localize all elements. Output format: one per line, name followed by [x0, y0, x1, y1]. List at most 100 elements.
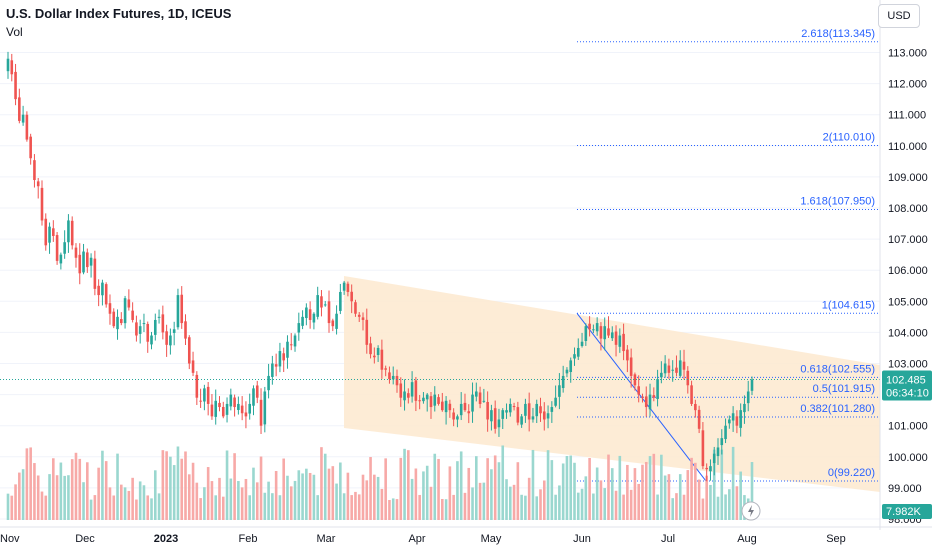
- volume-bar: [357, 494, 361, 520]
- volume-bar: [135, 499, 138, 520]
- volume-bar: [456, 461, 459, 520]
- volume-bar: [694, 462, 697, 520]
- volume-bar: [191, 462, 195, 520]
- candle-body: [656, 379, 659, 400]
- candle-body: [97, 285, 100, 296]
- volume-bar: [346, 472, 350, 520]
- volume-bar: [497, 462, 501, 520]
- candle-body: [131, 310, 134, 320]
- candle-body: [475, 391, 478, 397]
- volume-bar: [67, 475, 70, 520]
- volume-bar: [531, 449, 535, 520]
- price-axis[interactable]: 113.000 112.000 111.000 110.000 109.000 108.0…: [879, 0, 928, 530]
- candle-body: [274, 364, 278, 367]
- y-tick-label: 106.000: [888, 265, 928, 277]
- candle-body: [78, 254, 82, 274]
- candle-body: [633, 374, 637, 386]
- volume-bar: [184, 451, 187, 520]
- volume-bar: [690, 457, 693, 520]
- candle-body: [524, 403, 527, 416]
- last-price-value: 102.485: [886, 375, 926, 387]
- x-tick-label: Jun: [573, 533, 591, 545]
- volume-bar: [433, 453, 437, 520]
- candle-body: [36, 181, 40, 187]
- volume-bar: [395, 499, 399, 520]
- volume-bar: [104, 461, 108, 520]
- volume-bar: [648, 456, 652, 520]
- candle-body: [395, 375, 399, 386]
- candle-body: [399, 383, 403, 398]
- candle-body: [599, 326, 603, 339]
- candle-body: [354, 302, 357, 314]
- volume-bar: [569, 455, 573, 520]
- candle-body: [18, 97, 21, 121]
- candle-body: [663, 363, 667, 374]
- candle-body: [501, 410, 505, 419]
- volume-bar: [414, 468, 418, 520]
- volume-bar: [444, 499, 448, 520]
- candle-body: [441, 401, 444, 411]
- candle-body: [206, 386, 210, 404]
- volume-bar: [233, 453, 236, 520]
- candle-body: [101, 282, 104, 296]
- volume-bar: [418, 494, 421, 520]
- fib-label: 0.5(101.915): [813, 383, 875, 395]
- volume-bar: [697, 479, 701, 520]
- volume-bar: [240, 487, 244, 520]
- fib-extension-levels: 2.618(113.345) 2(110.010) 1.618(107.950) 1(…: [577, 28, 880, 482]
- candle-body: [55, 235, 59, 261]
- currency-button[interactable]: USD: [878, 4, 920, 28]
- candle-body: [652, 395, 656, 398]
- candle-body: [671, 369, 674, 371]
- candle-body: [48, 226, 51, 243]
- candle-body: [29, 136, 32, 159]
- candle-body: [697, 409, 701, 429]
- candle-body: [21, 114, 25, 123]
- volume-bar: [52, 458, 55, 520]
- volume-bar: [429, 486, 433, 520]
- volume-bar: [25, 448, 29, 520]
- symbol-title[interactable]: U.S. Dollar Index Futures, 1D, ICEUS: [6, 6, 232, 21]
- volume-bar: [599, 480, 603, 520]
- candle-body: [221, 406, 225, 417]
- fib-label: 2(110.010): [823, 131, 875, 143]
- candle-body: [14, 71, 17, 100]
- volume-bar: [93, 495, 97, 520]
- volume-bar: [471, 487, 474, 520]
- volume-bar: [486, 458, 489, 520]
- volume-bar: [467, 467, 471, 520]
- volume-bar: [637, 483, 641, 520]
- candle-body: [531, 416, 535, 420]
- candle-body: [169, 335, 172, 346]
- volume-bar: [614, 490, 618, 520]
- volume-bar: [448, 466, 452, 520]
- candle-body: [67, 220, 70, 243]
- candle-body: [214, 400, 218, 417]
- volume-bar: [735, 486, 739, 520]
- volume-bar: [644, 461, 648, 520]
- volume-bar: [716, 496, 720, 520]
- volume-bar: [316, 495, 319, 520]
- volume-bar: [229, 478, 233, 520]
- candle-body: [161, 314, 165, 333]
- volume-bar: [391, 498, 395, 520]
- volume-bar: [74, 452, 78, 520]
- candle-body: [716, 447, 720, 457]
- volume-bar: [14, 484, 17, 520]
- volume-bar: [720, 449, 724, 520]
- candle-body: [369, 343, 372, 355]
- time-axis[interactable]: Nov Dec 2023 Feb Mar Apr May Jun Jul Aug Sep: [0, 526, 932, 545]
- volume-bar: [97, 467, 100, 520]
- volume-bar: [482, 482, 486, 520]
- candle-body: [297, 323, 301, 333]
- candle-body: [573, 354, 576, 359]
- volume-bar: [410, 478, 414, 520]
- candle-body: [739, 410, 742, 428]
- volume-bar: [176, 446, 180, 520]
- candle-body: [603, 326, 607, 340]
- candle-body: [595, 323, 599, 332]
- y-tick-label: 105.000: [888, 296, 928, 308]
- volume-bar: [271, 493, 274, 520]
- volume-bar: [463, 492, 467, 520]
